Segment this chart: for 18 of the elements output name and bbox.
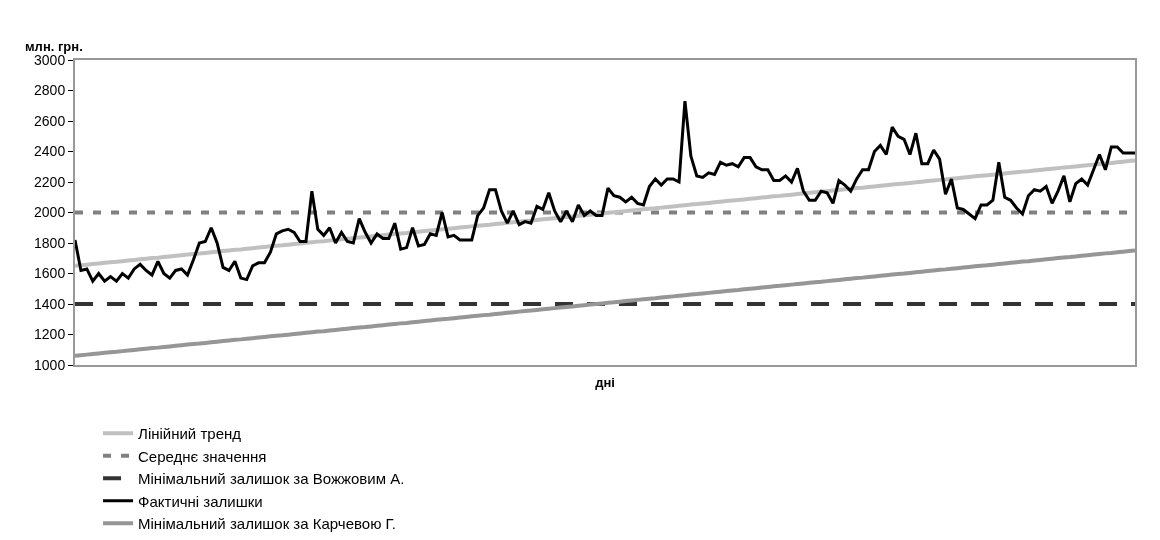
y-tick-label: 1600: [34, 265, 66, 282]
legend-label: Мінімальний залишок за Карчевою Г.: [138, 515, 397, 533]
legend-label: Середнє значення: [138, 447, 267, 465]
y-tick-label: 1800: [34, 234, 66, 251]
y-tick-label: 2000: [34, 204, 66, 221]
legend-label: Фактичні залишки: [138, 492, 263, 510]
y-tick-label: 1400: [34, 295, 66, 312]
y-tick-label: 2800: [34, 82, 66, 99]
x-axis-title: дні: [595, 375, 615, 391]
line-series: [75, 99, 1135, 283]
y-tick-label: 1200: [34, 326, 66, 343]
y-tick-label: 2200: [34, 173, 66, 190]
legend-label: Лінійний тренд: [138, 425, 242, 443]
y-tick-label: 2600: [34, 112, 66, 129]
y-tick-label: 1000: [34, 356, 66, 373]
y-axis-title: млн. грн.: [25, 39, 83, 54]
y-tick-label: 2400: [34, 143, 66, 160]
legend-label: Мінімальний залишок за Вожжовим А.: [138, 470, 405, 488]
